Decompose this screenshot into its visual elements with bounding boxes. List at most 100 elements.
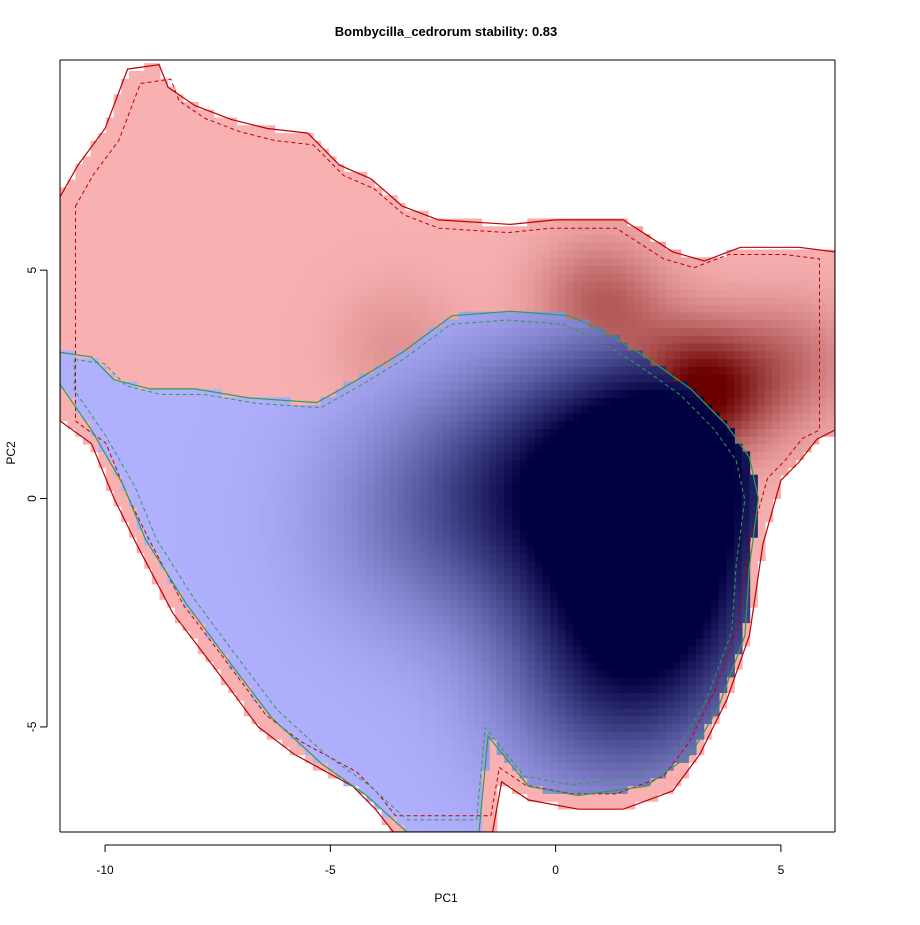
density-cell [251,195,260,204]
density-cell [427,311,437,321]
density-cell [167,265,176,274]
density-cell [251,373,260,383]
density-cell [128,195,138,204]
density-cell [550,234,559,243]
density-cell [98,288,107,297]
density-cell [113,265,123,274]
density-cell [588,257,597,266]
density-cell [213,202,222,212]
density-cell [305,179,314,189]
density-cell [220,668,230,678]
density-cell [167,358,176,367]
density-cell [228,164,237,173]
density-cell [174,218,184,228]
density-cell [381,210,391,220]
density-cell [67,249,77,259]
density-cell [174,226,184,235]
density-cell [366,265,375,274]
density-cell [90,319,100,329]
density-cell [358,296,368,305]
density-cell [151,140,161,150]
density-cell [266,358,276,367]
density-cell [136,319,146,329]
density-cell [435,249,444,259]
density-cell [335,381,345,391]
density-cell [136,226,146,235]
density-cell [389,241,398,251]
density-cell [197,280,207,290]
density-cell [98,303,107,313]
density-cell [358,311,368,321]
density-cell [274,327,283,336]
density-cell [236,218,245,228]
density-cell [197,234,207,243]
density-cell [282,358,291,367]
density-cell [75,420,84,429]
density-cell [182,622,192,631]
density-cell [98,226,107,235]
density-cell [358,241,368,251]
density-cell [243,249,253,259]
density-cell [596,793,605,802]
density-cell [159,148,169,158]
density-cell [98,202,107,212]
density-cell [358,210,368,220]
density-cell [358,265,368,274]
density-cell [167,195,176,204]
density-cell [105,195,115,204]
density-cell [75,179,84,189]
density-cell [297,373,306,383]
density-cell [427,303,437,313]
density-cell [289,171,299,181]
density-cell [159,195,169,204]
density-cell [282,327,291,336]
density-cell [259,179,268,189]
density-cell [259,723,268,732]
density-cell [289,296,299,305]
density-cell [67,342,77,352]
density-cell [351,210,360,220]
density-cell [259,187,268,197]
density-cell [98,140,107,150]
density-cell [542,241,552,251]
density-cell [167,303,176,313]
density-cell [351,358,360,367]
density-cell [60,187,69,197]
density-cell [105,218,115,228]
density-cell [435,280,444,290]
density-cell [573,234,582,243]
density-cell [389,350,398,360]
density-cell [60,334,69,344]
density-cell [335,202,345,212]
density-cell [282,334,291,344]
density-cell [328,195,337,204]
density-cell [213,366,222,375]
density-cell [220,296,230,305]
density-cell [312,311,322,321]
density-cell [496,777,506,787]
density-cell [573,249,582,259]
density-cell [305,195,314,204]
density-cell [465,265,475,274]
density-cell [450,249,460,259]
density-cell [151,187,161,197]
density-cell [190,140,199,150]
density-cell [159,218,169,228]
density-cell [442,311,452,321]
density-cell [67,272,77,282]
density-cell [358,272,368,282]
density-cell [481,272,490,282]
density-cell [121,234,130,243]
density-cell [121,140,130,150]
plot-area [60,63,835,832]
density-cell [404,218,414,228]
density-cell [542,303,552,313]
density-cell [251,334,260,344]
density-cell [167,599,176,608]
density-cell [312,280,322,290]
density-cell [151,148,161,158]
density-cell [98,451,107,461]
density-cell [305,319,314,329]
density-cell [389,218,398,228]
density-cell [435,311,444,321]
